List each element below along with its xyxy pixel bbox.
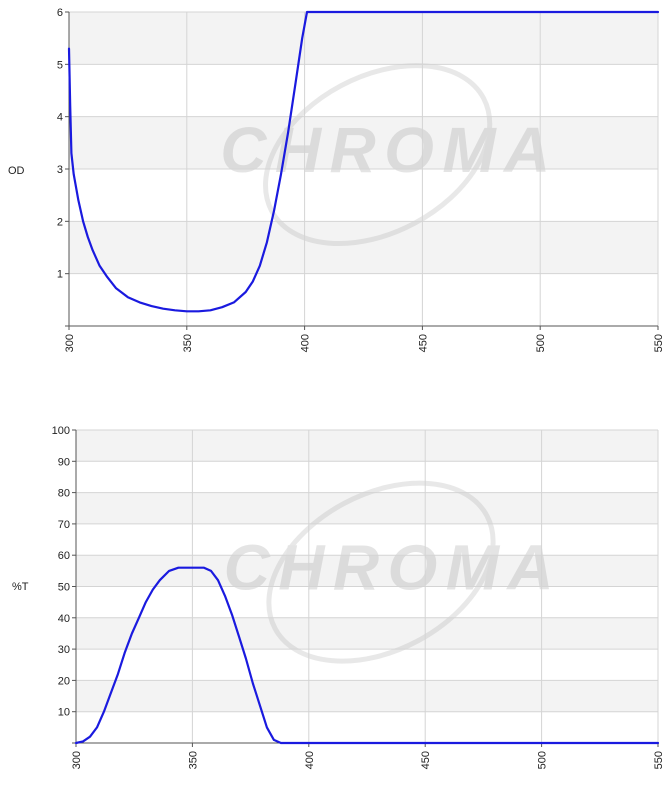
t-y-axis-label: %T — [12, 581, 29, 593]
y-tick-label: 2 — [57, 216, 63, 228]
plot-band — [76, 555, 658, 587]
plot-band — [69, 169, 658, 222]
y-tick-label: 90 — [58, 456, 70, 468]
od-y-axis-label: OD — [8, 165, 25, 177]
plot-band — [76, 680, 658, 712]
plot-band — [69, 64, 658, 117]
y-tick-label: 3 — [57, 164, 63, 176]
t-y-tick-labels: 10 20 30 40 50 60 70 80 90 100 — [52, 425, 70, 719]
od-chart: CHROMA 1 2 3 4 5 6 300 350 400 450 500 550 OD — [8, 7, 665, 352]
transmission-chart: CHROMA 10 20 30 40 50 60 70 80 90 100 300 350 400 45… — [12, 425, 665, 769]
x-tick-label: 400 — [300, 334, 312, 352]
plot-band — [76, 523, 658, 556]
watermark-text: CHROMA — [224, 532, 554, 604]
y-tick-label: 1 — [57, 269, 63, 281]
plot-band — [76, 649, 658, 681]
chroma-watermark-logo: CHROMA — [220, 63, 550, 247]
od-y-tick-labels: 1 2 3 4 5 6 — [57, 7, 63, 281]
x-tick-label: 350 — [187, 751, 199, 769]
od-series — [67, 10, 660, 313]
watermark-text: CHROMA — [220, 114, 550, 186]
plot-band — [76, 492, 658, 524]
x-tick-label: 550 — [653, 334, 665, 352]
x-tick-label: 450 — [417, 334, 429, 352]
y-tick-label: 4 — [57, 112, 63, 124]
x-tick-label: 550 — [653, 751, 665, 769]
t-x-tick-labels: 300 350 400 450 500 550 — [71, 751, 665, 769]
t-series — [74, 566, 660, 745]
x-tick-label: 400 — [304, 751, 316, 769]
plot-band — [69, 221, 658, 274]
x-tick-label: 500 — [537, 751, 549, 769]
x-tick-label: 350 — [182, 334, 194, 352]
series-line — [74, 566, 660, 745]
plot-band — [69, 273, 658, 326]
y-tick-label: 100 — [52, 425, 70, 437]
y-tick-label: 30 — [58, 644, 70, 656]
y-tick-label: 10 — [58, 707, 70, 719]
y-tick-label: 70 — [58, 519, 70, 531]
plot-band — [76, 461, 658, 493]
plot-band — [69, 116, 658, 169]
plot-band — [76, 617, 658, 650]
chroma-watermark-logo: CHROMA — [224, 480, 554, 664]
y-tick-label: 40 — [58, 613, 70, 625]
od-x-tick-labels: 300 350 400 450 500 550 — [64, 334, 665, 352]
plot-band — [76, 430, 658, 462]
x-tick-label: 300 — [64, 334, 76, 352]
x-tick-label: 500 — [535, 334, 547, 352]
y-tick-label: 6 — [57, 7, 63, 19]
x-tick-label: 450 — [420, 751, 432, 769]
plot-band — [76, 586, 658, 618]
plot-band — [76, 711, 658, 743]
series-line — [67, 10, 660, 313]
od-plot-background — [69, 12, 658, 326]
y-tick-label: 5 — [57, 59, 63, 71]
x-tick-label: 300 — [71, 751, 83, 769]
t-plot-background — [76, 430, 658, 743]
y-tick-label: 60 — [58, 550, 70, 562]
y-tick-label: 80 — [58, 488, 70, 500]
y-tick-label: 50 — [58, 582, 70, 594]
y-tick-label: 20 — [58, 675, 70, 687]
plot-band — [69, 12, 658, 65]
